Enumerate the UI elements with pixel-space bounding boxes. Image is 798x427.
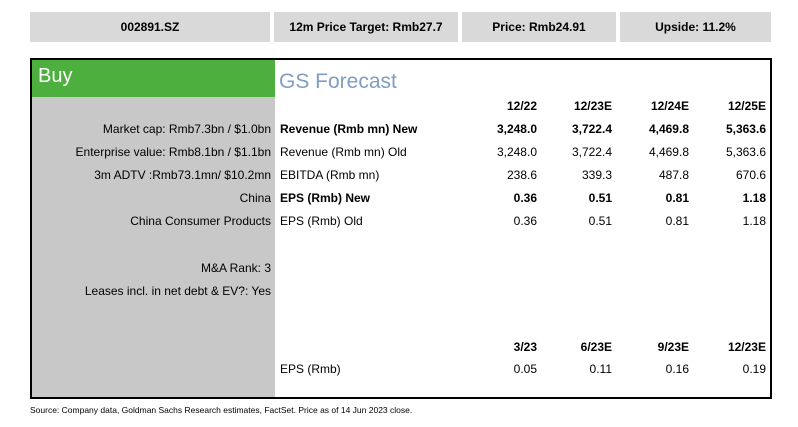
cell: 5,363.6 (725, 122, 766, 136)
row-label: EBITDA (Rmb mn) (280, 168, 380, 182)
row-label: EPS (Rmb) New (280, 191, 371, 205)
source-note: Source: Company data, Goldman Sachs Rese… (30, 405, 413, 415)
region: China (239, 191, 271, 205)
cell: 5,363.6 (725, 145, 766, 159)
row-label: Revenue (Rmb mn) Old (280, 145, 407, 159)
quarterly-col-header: 3/23 (513, 340, 537, 354)
cell: 0.36 (513, 214, 537, 228)
row-label: EPS (Rmb) Old (280, 214, 363, 228)
leases-note: Leases incl. in net debt & EV?: Yes (84, 284, 271, 298)
cell: 670.6 (735, 168, 766, 182)
ticker: 002891.SZ (30, 12, 270, 42)
cell: 0.51 (588, 214, 612, 228)
cell: 0.19 (742, 362, 766, 376)
cell: 0.05 (513, 362, 537, 376)
annual-col-header: 12/24E (650, 99, 689, 113)
cell: 339.3 (581, 168, 612, 182)
forecast-title: GS Forecast (279, 70, 397, 93)
cell: 0.51 (588, 191, 612, 205)
price: Price: Rmb24.91 (462, 12, 616, 42)
cell: 0.81 (665, 191, 689, 205)
annual-col-header: 12/23E (573, 99, 612, 113)
cell: 0.16 (665, 362, 689, 376)
summary-panel: Buy (30, 60, 275, 399)
cell: 1.18 (742, 214, 766, 228)
cell: 4,469.8 (648, 145, 689, 159)
upside: Upside: 11.2% (620, 12, 771, 42)
cell: 0.11 (589, 362, 612, 376)
row-label: Revenue (Rmb mn) New (280, 122, 418, 136)
quarterly-col-header: 12/23E (727, 340, 766, 354)
annual-col-header: 12/22 (506, 99, 537, 113)
adtv: 3m ADTV :Rmb73.1mn/ $10.2mn (94, 168, 271, 182)
annual-col-header: 12/25E (727, 99, 766, 113)
row-label: EPS (Rmb) (280, 362, 341, 376)
cell: 238.6 (506, 168, 537, 182)
enterprise-value: Enterprise value: Rmb8.1bn / $1.1bn (75, 145, 271, 159)
cell: 3,722.4 (571, 145, 612, 159)
cell: 0.81 (665, 214, 689, 228)
price-target: 12m Price Target: Rmb27.7 (274, 12, 458, 42)
sector: China Consumer Products (130, 214, 271, 228)
cell: 4,469.8 (648, 122, 689, 136)
cell: 0.36 (513, 191, 537, 205)
cell: 3,248.0 (496, 122, 537, 136)
ma-rank: M&A Rank: 3 (200, 261, 271, 275)
market-cap: Market cap: Rmb7.3bn / $1.0bn (102, 122, 271, 136)
cell: 1.18 (742, 191, 766, 205)
cell: 3,722.4 (571, 122, 612, 136)
header-bar: 002891.SZ 12m Price Target: Rmb27.7 Pric… (30, 12, 771, 42)
rating-badge: Buy (30, 60, 275, 97)
cell: 3,248.0 (496, 145, 537, 159)
cell: 487.8 (658, 168, 689, 182)
forecast-frame (30, 58, 772, 399)
quarterly-col-header: 6/23E (580, 340, 612, 354)
quarterly-col-header: 9/23E (657, 340, 689, 354)
